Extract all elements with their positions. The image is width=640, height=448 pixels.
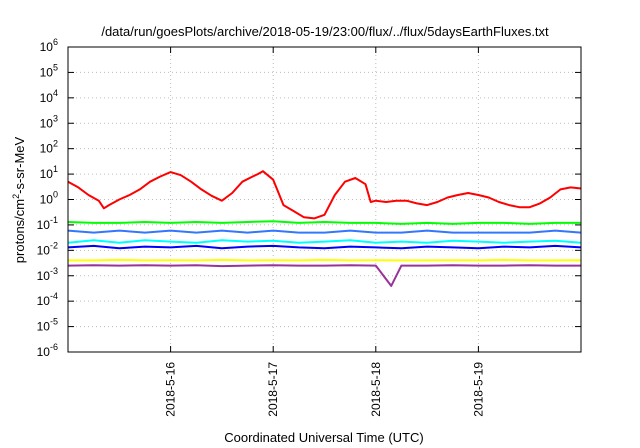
x-tick-label: 2018-5-19 xyxy=(471,362,485,417)
series-line xyxy=(67,239,582,244)
y-axis-label: protons/cm2-s-sr-MeV xyxy=(11,136,27,263)
series-line xyxy=(67,220,581,225)
chart-title: /data/run/goesPlots/archive/2018-05-19/2… xyxy=(101,24,549,39)
x-tick-label: 2018-5-17 xyxy=(266,362,280,417)
y-tick-label: 104 xyxy=(40,88,58,105)
y-tick-label: 106 xyxy=(40,37,58,54)
y-tick-label: 10-6 xyxy=(37,342,58,359)
y-tick-label: 100 xyxy=(40,190,58,207)
y-tick-label: 105 xyxy=(40,62,58,79)
x-axis-label: Coordinated Universal Time (UTC) xyxy=(224,430,423,445)
y-tick-label: 10-5 xyxy=(37,317,58,334)
y-tick-label: 10-1 xyxy=(37,215,58,232)
y-tick-label: 102 xyxy=(40,139,58,156)
series-line xyxy=(67,264,581,287)
y-axis: 10-6 10-5 10-4 10-3 10-2 10-1 100 101 102 103 104 1… xyxy=(37,37,581,359)
y-tick-label: 103 xyxy=(40,113,58,130)
series-line xyxy=(67,170,582,220)
series-line xyxy=(67,229,582,234)
y-tick-label: 10-2 xyxy=(37,240,58,257)
x-tick-label: 2018-5-18 xyxy=(369,362,383,417)
series-group xyxy=(67,170,582,287)
x-axis: 2018-5-16 2018-5-17 2018-5-18 2018-5-19 xyxy=(164,47,485,417)
grid-lines xyxy=(68,47,581,352)
series-line xyxy=(68,258,582,262)
y-tick-label: 101 xyxy=(40,164,58,181)
series-line xyxy=(67,244,582,250)
y-tick-label: 10-3 xyxy=(37,266,58,283)
y-tick-label: 10-4 xyxy=(37,291,58,308)
x-tick-label: 2018-5-16 xyxy=(164,362,178,417)
